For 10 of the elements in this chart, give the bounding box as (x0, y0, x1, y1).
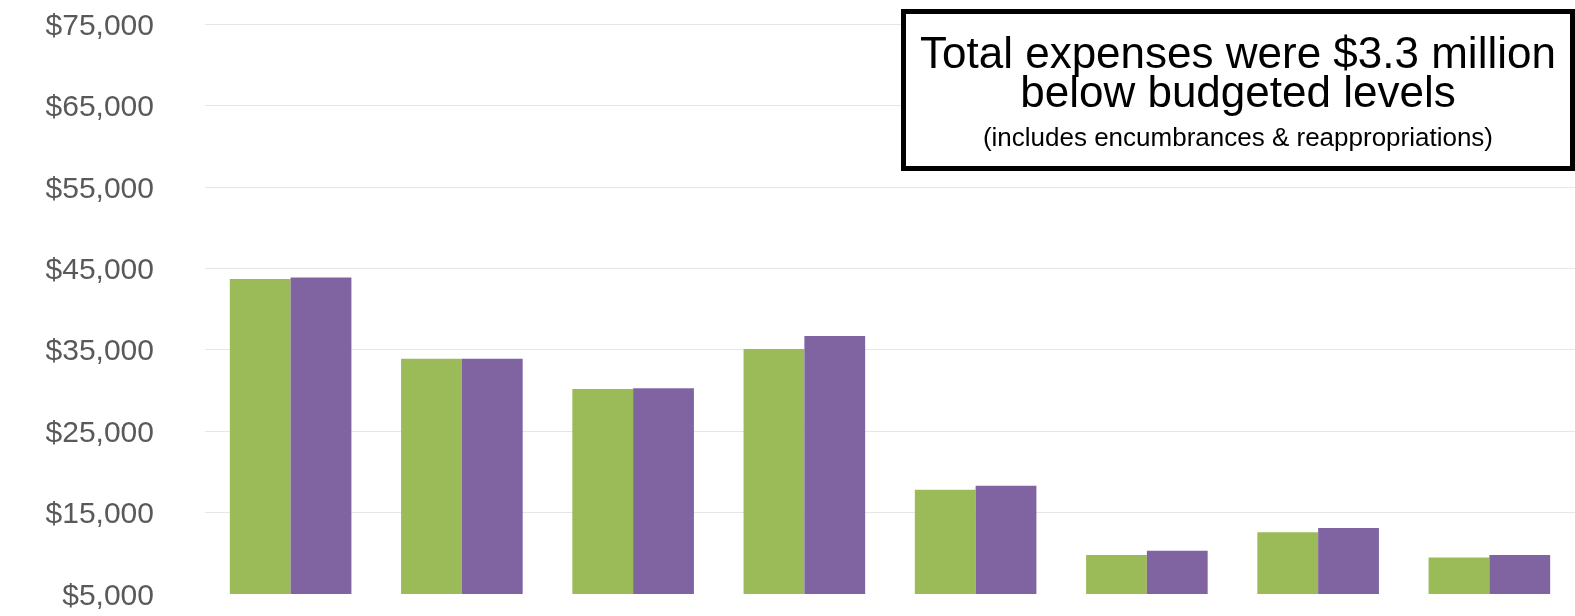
y-tick-label: $55,000 (45, 170, 154, 204)
y-tick-label: $5,000 (62, 577, 154, 611)
annotation: (includes encumbrances & reappropriations) (982, 122, 1494, 152)
y-tick-label: $45,000 (45, 252, 154, 286)
y-tick-label: $15,000 (45, 496, 154, 530)
y-tick-label: $35,000 (45, 333, 154, 367)
y-tick-label: $65,000 (45, 89, 154, 123)
annotation: Total expenses were $3.3 million below budgeted levels (920, 28, 1556, 116)
y-tick-label: $25,000 (45, 414, 154, 448)
y-tick-label: $75,000 (45, 7, 154, 41)
